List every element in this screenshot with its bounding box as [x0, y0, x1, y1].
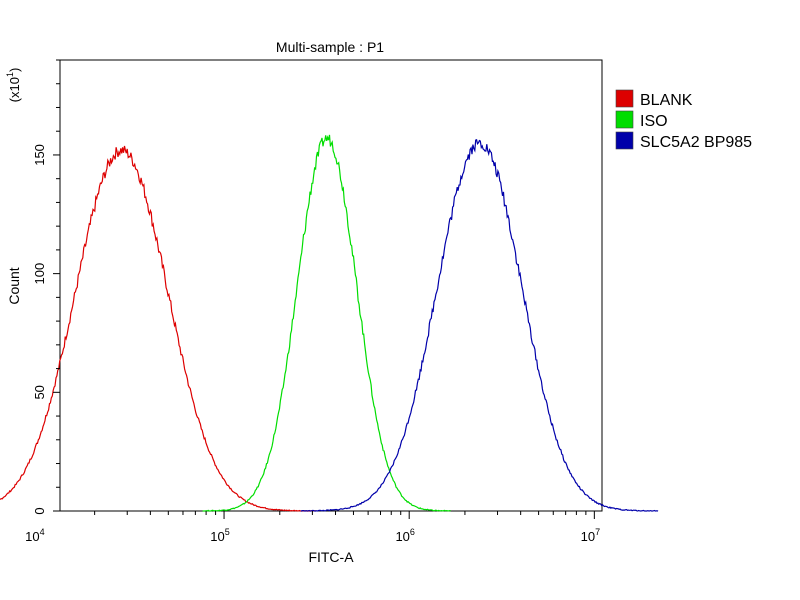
- series-line-blank: [0, 145, 317, 512]
- y-multiplier-prefix: (x10: [7, 77, 22, 102]
- y-tick-label: 150: [32, 144, 47, 166]
- legend: BLANK ISO SLC5A2 BP985: [615, 89, 752, 151]
- x-tick-label: 105: [210, 527, 229, 544]
- x-tick-label: 107: [581, 527, 600, 544]
- x-axis-label: FITC-A: [308, 549, 354, 565]
- legend-swatch: [615, 89, 634, 108]
- x-tick-label: 106: [395, 527, 414, 544]
- y-axis: 0 50 100 150: [32, 59, 60, 515]
- y-tick-label: 100: [32, 263, 47, 285]
- legend-swatch: [615, 131, 634, 150]
- legend-label: BLANK: [640, 92, 693, 109]
- y-multiplier: (x101): [5, 68, 22, 103]
- plot-frame: [59, 59, 603, 512]
- legend-label: ISO: [640, 113, 668, 130]
- legend-swatch: [615, 110, 634, 129]
- y-multiplier-suffix: ): [7, 68, 22, 72]
- x-axis: 104 105 106 107: [25, 511, 600, 544]
- series-layer: [0, 134, 659, 512]
- y-axis-label: Count: [6, 267, 22, 304]
- series-line-iso: [202, 134, 451, 512]
- legend-label: SLC5A2 BP985: [640, 134, 752, 151]
- y-tick-label: 50: [32, 385, 47, 399]
- x-tick-label: 104: [25, 527, 44, 544]
- chart-title: Multi-sample : P1: [276, 39, 384, 55]
- y-multiplier-exponent: 1: [5, 72, 15, 77]
- y-tick-label: 0: [32, 507, 47, 514]
- series-line-slc5a2-bp985: [300, 139, 659, 512]
